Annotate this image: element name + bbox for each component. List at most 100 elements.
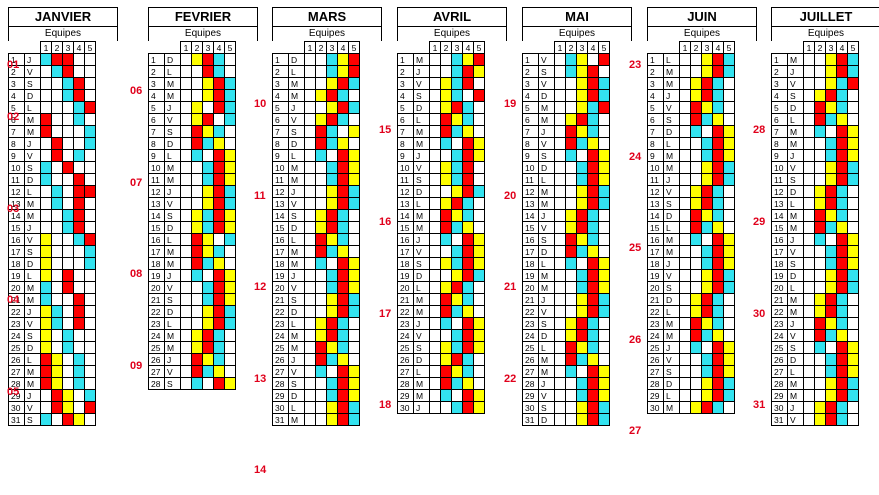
day-number: 9 [272,149,289,162]
shift-cell [224,65,236,78]
day-number: 13 [647,197,664,210]
shift-cell [202,269,214,282]
day-number: 10 [8,161,25,174]
shift-cell [84,341,96,354]
shift-cell [451,77,463,90]
shift-cell [326,353,338,366]
shift-cell [803,113,815,126]
weekday-letter: S [24,329,41,342]
shift-cell [473,89,485,102]
weekday-letter: S [663,365,680,378]
day-number: 30 [647,401,664,414]
shift-cell [576,149,588,162]
shift-cell [598,209,610,222]
shift-cell [440,389,452,402]
shift-cell [576,389,588,402]
day-number: 3 [771,77,788,90]
shift-cell [51,209,63,222]
shift-cell [825,281,837,294]
shift-cell [213,77,225,90]
shift-cell [803,221,815,234]
weekday-letter: V [164,113,181,126]
shift-cell [690,209,702,222]
weekday-letter: M [663,161,680,174]
shift-cell [202,281,214,294]
shift-cell [62,413,74,426]
day-number: 7 [272,125,289,138]
shift-cell [825,77,837,90]
day-number: 20 [148,281,165,294]
table-row: 17 M [148,245,236,258]
shift-cell [51,197,63,210]
shift-cell [429,257,441,270]
shift-cell [62,389,74,402]
weekday-letter: J [538,209,555,222]
shift-cell [315,101,327,114]
shift-cell [40,221,52,234]
shift-cell [803,341,815,354]
day-number: 25 [771,341,788,354]
shift-cell [337,389,349,402]
shift-cell [587,377,599,390]
shift-cell [598,401,610,414]
shift-cell [679,161,691,174]
day-number: 24 [522,329,539,342]
weekday-letter: L [288,401,305,414]
shift-cell [40,89,52,102]
weekday-letter: D [663,209,680,222]
shift-cell [814,77,826,90]
weekday-letter: V [288,197,305,210]
shift-cell [701,341,713,354]
shift-cell [814,389,826,402]
shift-cell [304,413,316,426]
shift-cell [440,125,452,138]
shift-cell [814,353,826,366]
week-number: 27 [629,425,642,438]
weekday-letter: D [288,221,305,234]
shift-cell [213,65,225,78]
shift-cell [84,161,96,174]
shift-cell [598,113,610,126]
day-number: 5 [148,101,165,114]
shift-cell [51,329,63,342]
shift-cell [712,329,724,342]
shift-cell [224,269,236,282]
day-number: 13 [397,197,414,210]
team-number: 2 [191,41,203,54]
shift-cell [825,401,837,414]
shift-cell [587,257,599,270]
shift-cell [825,101,837,114]
shift-cell [51,53,63,66]
table-row: 12 M [522,185,610,198]
team-number: 1 [803,41,815,54]
table-row: 14 D [647,209,735,222]
shift-cell [598,365,610,378]
shift-cell [224,173,236,186]
shift-cell [337,413,349,426]
weekday-letter: M [413,221,430,234]
weekday-letter: D [413,185,430,198]
day-number: 23 [647,317,664,330]
shift-cell [213,293,225,306]
shift-cell [429,101,441,114]
shift-cell [554,377,566,390]
shift-cell [554,221,566,234]
shift-cell [429,353,441,366]
day-number: 27 [148,365,165,378]
shift-cell [326,365,338,378]
table-row: 15 V [522,221,610,234]
shift-cell [440,101,452,114]
day-number: 6 [522,113,539,126]
table-row: 15 M [397,221,485,234]
shift-cell [587,89,599,102]
day-number: 17 [8,245,25,258]
shift-cell [73,281,85,294]
